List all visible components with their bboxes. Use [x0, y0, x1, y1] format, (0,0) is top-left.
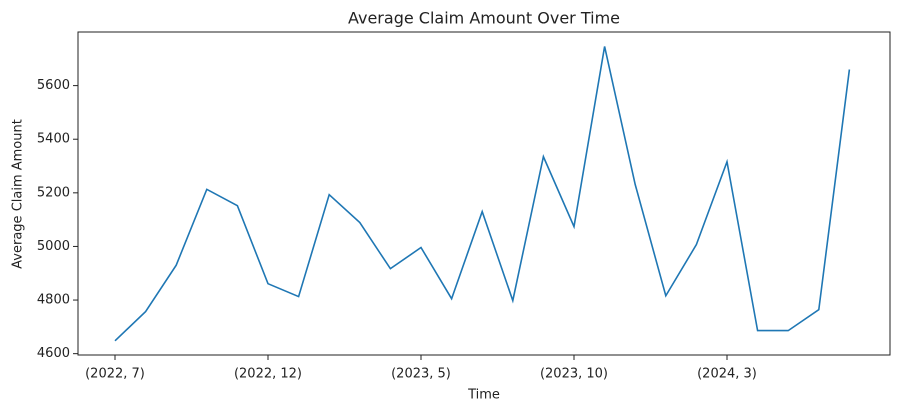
y-tick-label: 5200	[37, 185, 70, 200]
y-tick-label: 5000	[37, 239, 70, 254]
x-tick-label: (2024, 3)	[697, 367, 757, 382]
x-tick-label: (2022, 12)	[234, 367, 302, 382]
y-tick-label: 4800	[37, 293, 70, 308]
x-axis-label: Time	[467, 388, 500, 403]
x-tick-label: (2023, 5)	[391, 367, 451, 382]
x-tick-label: (2023, 10)	[540, 367, 608, 382]
y-axis-label: Average Claim Amount	[11, 119, 26, 269]
y-tick-label: 5400	[37, 132, 70, 147]
line	[114, 46, 851, 342]
y-tick-label: 4600	[37, 346, 70, 361]
plot-frame	[77, 31, 891, 356]
x-tick-label: (2022, 7)	[85, 367, 145, 382]
chart-title: Average Claim Amount Over Time	[348, 9, 620, 28]
y-tick-label: 5600	[37, 78, 70, 93]
